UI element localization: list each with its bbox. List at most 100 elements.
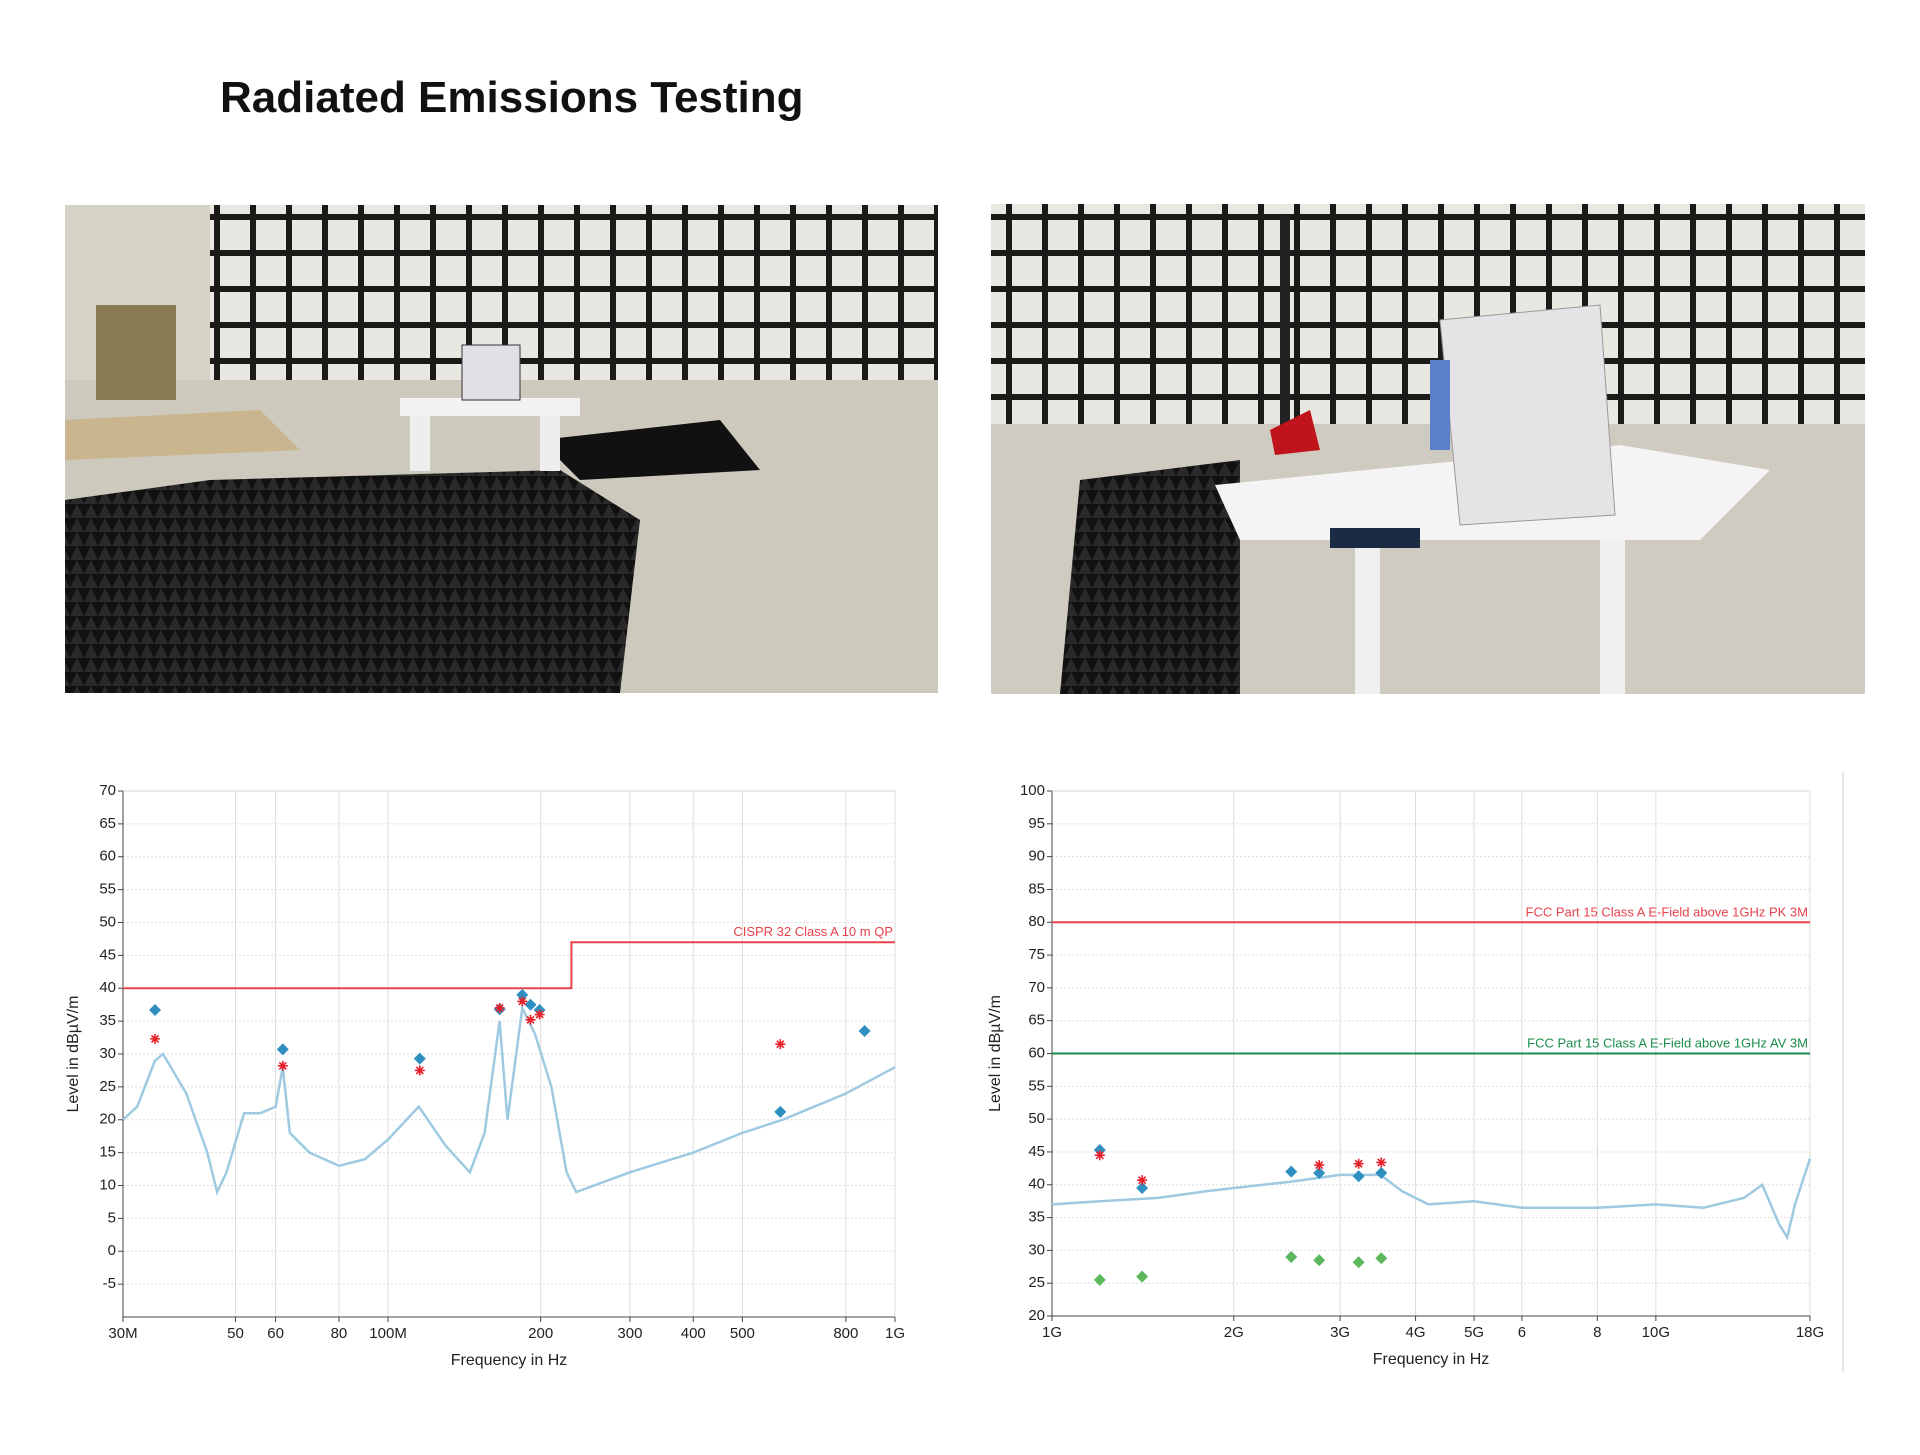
x-tick-label: 800 <box>833 1325 858 1342</box>
y-tick-label: 20 <box>99 1111 116 1128</box>
y-tick-label: 40 <box>99 979 116 996</box>
y-axis-label: Level in dBµV/m <box>65 996 82 1113</box>
peak-marker <box>1313 1254 1326 1267</box>
page-title: Radiated Emissions Testing <box>220 73 804 122</box>
y-tick-label: 65 <box>1028 1012 1045 1029</box>
y-tick-label: 35 <box>1028 1209 1045 1226</box>
x-tick-label: 5G <box>1464 1324 1484 1341</box>
y-tick-label: 30 <box>1028 1241 1045 1258</box>
x-tick-label: 6 <box>1518 1324 1526 1341</box>
x-tick-label: 30M <box>108 1325 137 1342</box>
x-tick-label: 3G <box>1330 1324 1350 1341</box>
peak-marker <box>774 1105 787 1118</box>
qp-marker <box>775 1039 786 1050</box>
x-axis-label: Frequency in Hz <box>451 1352 568 1369</box>
peak-marker <box>276 1043 289 1056</box>
y-tick-label: 25 <box>99 1078 116 1095</box>
x-tick-label: 2G <box>1224 1324 1244 1341</box>
x-tick-label: 4G <box>1406 1324 1426 1341</box>
qp-marker <box>1314 1160 1325 1171</box>
photo-chamber <box>65 205 938 693</box>
peak-marker <box>1285 1250 1298 1263</box>
y-tick-label: 70 <box>99 782 116 799</box>
y-tick-label: 60 <box>1028 1044 1045 1061</box>
y-tick-label: 95 <box>1028 815 1045 832</box>
x-tick-label: 18G <box>1796 1324 1824 1341</box>
peak-marker <box>1352 1170 1365 1183</box>
x-tick-label: 80 <box>331 1325 348 1342</box>
y-tick-label: 80 <box>1028 913 1045 930</box>
qp-marker <box>414 1065 425 1076</box>
peak-marker <box>524 998 537 1011</box>
peak-marker <box>858 1024 871 1037</box>
peak-marker <box>1093 1273 1106 1286</box>
x-tick-label: 60 <box>267 1325 284 1342</box>
y-tick-label: 70 <box>1028 979 1045 996</box>
y-tick-label: 5 <box>108 1209 116 1226</box>
y-tick-label: 45 <box>1028 1143 1045 1160</box>
y-tick-label: 55 <box>1028 1077 1045 1094</box>
peak-marker <box>413 1052 426 1065</box>
x-tick-label: 8 <box>1593 1324 1601 1341</box>
qp-marker <box>150 1033 161 1044</box>
y-tick-label: 55 <box>99 881 116 898</box>
y-tick-label: 75 <box>1028 946 1045 963</box>
y-tick-label: 15 <box>99 1144 116 1161</box>
peak-marker <box>149 1003 162 1016</box>
chart: -5 0 5 10 15 20 25 30 35 40 45 50 55 60 65 70 30M 50 60 80 1… <box>65 782 905 1369</box>
y-tick-label: 40 <box>1028 1176 1045 1193</box>
peak-marker <box>1136 1182 1149 1195</box>
limit-label: FCC Part 15 Class A E-Field above 1GHz A… <box>1527 1036 1808 1051</box>
y-tick-label: 20 <box>1028 1307 1045 1324</box>
y-tick-label: 10 <box>99 1176 116 1193</box>
spectrum-trace <box>122 1003 896 1196</box>
photo-setup <box>991 204 1865 694</box>
x-tick-label: 50 <box>227 1325 244 1342</box>
qp-marker <box>277 1060 288 1071</box>
x-tick-label: 100M <box>369 1325 407 1342</box>
x-tick-label: 1G <box>885 1325 905 1342</box>
y-tick-label: 35 <box>99 1012 116 1029</box>
x-tick-label: 1G <box>1042 1324 1062 1341</box>
qp-marker <box>1137 1175 1148 1186</box>
y-tick-label: 30 <box>99 1045 116 1062</box>
x-axis-label: Frequency in Hz <box>1373 1351 1490 1368</box>
peak-marker <box>1352 1256 1365 1269</box>
peak-marker <box>1136 1270 1149 1283</box>
x-tick-label: 300 <box>617 1325 642 1342</box>
qp-marker <box>1094 1150 1105 1161</box>
qp-marker <box>494 1002 505 1013</box>
y-tick-label: -5 <box>103 1275 116 1292</box>
peak-marker <box>1375 1252 1388 1265</box>
peak-marker <box>1285 1165 1298 1178</box>
x-tick-label: 10G <box>1642 1324 1670 1341</box>
chart: 20 25 30 35 40 45 50 55 60 65 70 75 80 85 90 95 100 1G 2G 3… <box>987 782 1824 1368</box>
x-tick-label: 200 <box>528 1325 553 1342</box>
y-tick-label: 45 <box>99 946 116 963</box>
y-tick-label: 90 <box>1028 848 1045 865</box>
peak-marker <box>1375 1166 1388 1179</box>
qp-marker <box>534 1009 545 1020</box>
qp-marker <box>1376 1157 1387 1168</box>
qp-marker <box>1353 1158 1364 1169</box>
y-axis-label: Level in dBµV/m <box>987 995 1004 1112</box>
y-tick-label: 65 <box>99 815 116 832</box>
y-tick-label: 25 <box>1028 1274 1045 1291</box>
qp-marker <box>517 996 528 1007</box>
y-tick-label: 85 <box>1028 880 1045 897</box>
limit-label: CISPR 32 Class A 10 m QP <box>733 924 893 939</box>
qp-marker <box>525 1014 536 1025</box>
y-tick-label: 100 <box>1020 782 1045 799</box>
y-tick-label: 0 <box>108 1242 116 1259</box>
y-tick-label: 50 <box>99 913 116 930</box>
spectrum-trace <box>1051 1158 1812 1241</box>
x-tick-label: 400 <box>681 1325 706 1342</box>
y-tick-label: 60 <box>99 848 116 865</box>
limit-line <box>123 941 895 990</box>
limit-label: FCC Part 15 Class A E-Field above 1GHz P… <box>1526 904 1809 919</box>
y-tick-label: 50 <box>1028 1110 1045 1127</box>
x-tick-label: 500 <box>730 1325 755 1342</box>
peak-marker <box>1313 1166 1326 1179</box>
